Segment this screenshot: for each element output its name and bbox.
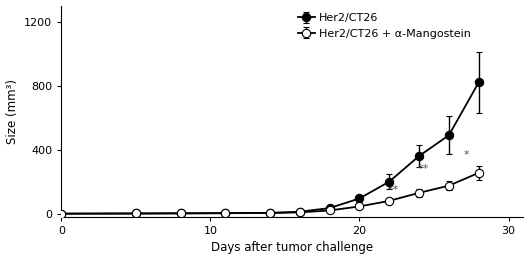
Text: **: **: [418, 164, 429, 174]
Y-axis label: Size (mm³): Size (mm³): [6, 79, 19, 144]
Legend: Her2/CT26, Her2/CT26 + α-Mangostein: Her2/CT26, Her2/CT26 + α-Mangostein: [298, 13, 471, 39]
Text: *: *: [464, 150, 470, 160]
X-axis label: Days after tumor challenge: Days after tumor challenge: [211, 242, 373, 255]
Text: **: **: [388, 185, 399, 195]
